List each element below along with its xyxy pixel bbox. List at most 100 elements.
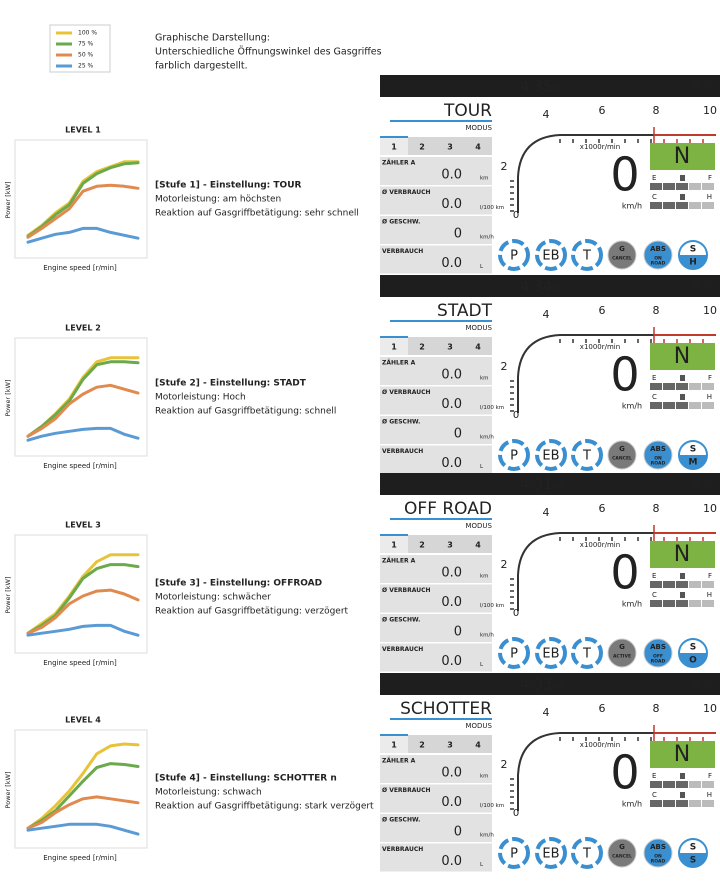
info-value: 0.0 <box>441 795 462 810</box>
button-label: S <box>690 843 696 853</box>
gauge-segment <box>689 402 701 409</box>
button-label: ABS <box>650 445 666 453</box>
button-label: G <box>619 445 625 453</box>
info-row <box>380 386 492 415</box>
button-disc <box>643 638 673 668</box>
tab-active <box>380 735 408 753</box>
rpm-zero: 0 <box>513 410 519 421</box>
power-curve <box>26 588 140 635</box>
button-ring <box>535 837 567 869</box>
gauge-min: C <box>652 393 657 401</box>
button-ring <box>498 637 530 669</box>
info-value: 0.0 <box>441 595 462 610</box>
button-disc <box>607 240 637 270</box>
rpm-label: 4 <box>543 506 550 519</box>
gauge-segment <box>650 581 662 588</box>
info-row <box>380 584 492 613</box>
info-value: 0.0 <box>441 456 462 471</box>
gauge-max: F <box>708 174 712 182</box>
button-sub: ACTIVE <box>613 654 631 660</box>
info-row <box>380 843 492 872</box>
gauge-segment <box>676 781 688 788</box>
button-sub: ROAD <box>651 859 666 865</box>
rpm-label: 8 <box>653 304 660 317</box>
gauge-segment <box>702 781 714 788</box>
gear-box <box>650 741 715 768</box>
button-ring <box>498 439 530 471</box>
gauge-segment <box>650 800 662 807</box>
gauge-min: C <box>652 591 657 599</box>
rpm-unit: x1000r/min <box>580 343 620 351</box>
button-label: EB <box>542 647 559 662</box>
info-unit: l/100 km <box>480 603 504 609</box>
button-disc <box>607 638 637 668</box>
info-unit: L <box>480 464 484 470</box>
gauge-max: F <box>708 772 712 780</box>
button-sub: M <box>689 458 698 468</box>
dashboard: 4:35 PM 20 °C TOUR MODUS 1 2 3 4 ZÄHLER A 0.0 km Ø V… <box>380 75 720 275</box>
legend-label: 75 % <box>78 41 94 48</box>
tab: 1 <box>391 741 397 750</box>
rpm-label: 6 <box>599 304 606 317</box>
gauge-segment <box>702 800 714 807</box>
x-axis-label: Engine speed [r/min] <box>43 462 117 470</box>
power-curve <box>26 383 140 438</box>
button-label: G <box>619 643 625 651</box>
gauge-min: E <box>652 772 656 780</box>
x-axis-label: Engine speed [r/min] <box>43 264 117 272</box>
info-unit: km <box>480 176 489 182</box>
gauge-segment <box>650 202 662 209</box>
tab: 2 <box>419 143 425 152</box>
gauge-max: F <box>708 572 712 580</box>
gauge-icon <box>680 573 685 579</box>
legend-label: 25 % <box>78 63 94 70</box>
gauge-max: H <box>707 193 712 201</box>
info-value: 0 <box>454 227 462 242</box>
gear-box <box>650 541 715 568</box>
modus-label: MODUS <box>465 124 492 132</box>
button-label: P <box>510 249 518 264</box>
rpm-zero: 0 <box>513 210 519 221</box>
temperature: 20 °C <box>691 283 714 292</box>
info-value: 0 <box>454 427 462 442</box>
clock: 4:31 <box>521 477 552 493</box>
gauge-icon <box>680 394 685 400</box>
gauge-min: E <box>652 374 656 382</box>
gauge-min: C <box>652 791 657 799</box>
button-ring <box>571 637 603 669</box>
rpm-arc <box>517 334 716 413</box>
button-label: G <box>619 843 625 851</box>
rpm-unit: x1000r/min <box>580 741 620 749</box>
rpm-label: 10 <box>703 702 717 715</box>
info-value: 0.0 <box>441 256 462 271</box>
button-label: ABS <box>650 245 666 253</box>
rpm-zero: 0 <box>513 808 519 819</box>
gauge-segment <box>689 383 701 390</box>
info-unit: l/100 km <box>480 803 504 809</box>
rpm-label: 4 <box>543 308 550 321</box>
tab: 1 <box>391 343 397 352</box>
tab: 1 <box>391 541 397 550</box>
rpm-label: 8 <box>653 502 660 515</box>
gauge-segment <box>663 781 675 788</box>
clock-ampm: PM <box>553 85 563 93</box>
gauge-segment <box>663 581 675 588</box>
gauge-segment <box>663 600 675 607</box>
button-disc <box>607 440 637 470</box>
button-label: G <box>619 245 625 253</box>
info-unit: km <box>480 574 489 580</box>
button-label: T <box>582 449 591 464</box>
info-value: 0 <box>454 825 462 840</box>
info-value: 0.0 <box>441 397 462 412</box>
info-unit: l/100 km <box>480 205 504 211</box>
temperature: 20 °C <box>691 83 714 92</box>
gauge-min: E <box>652 174 656 182</box>
button-sub: O <box>689 656 697 666</box>
button-label: P <box>510 449 518 464</box>
gauge-segment <box>702 183 714 190</box>
gauge-icon <box>680 773 685 779</box>
info-label: Ø GESCHW. <box>382 219 420 226</box>
info-unit: L <box>480 662 484 668</box>
button-label: S <box>690 245 696 255</box>
